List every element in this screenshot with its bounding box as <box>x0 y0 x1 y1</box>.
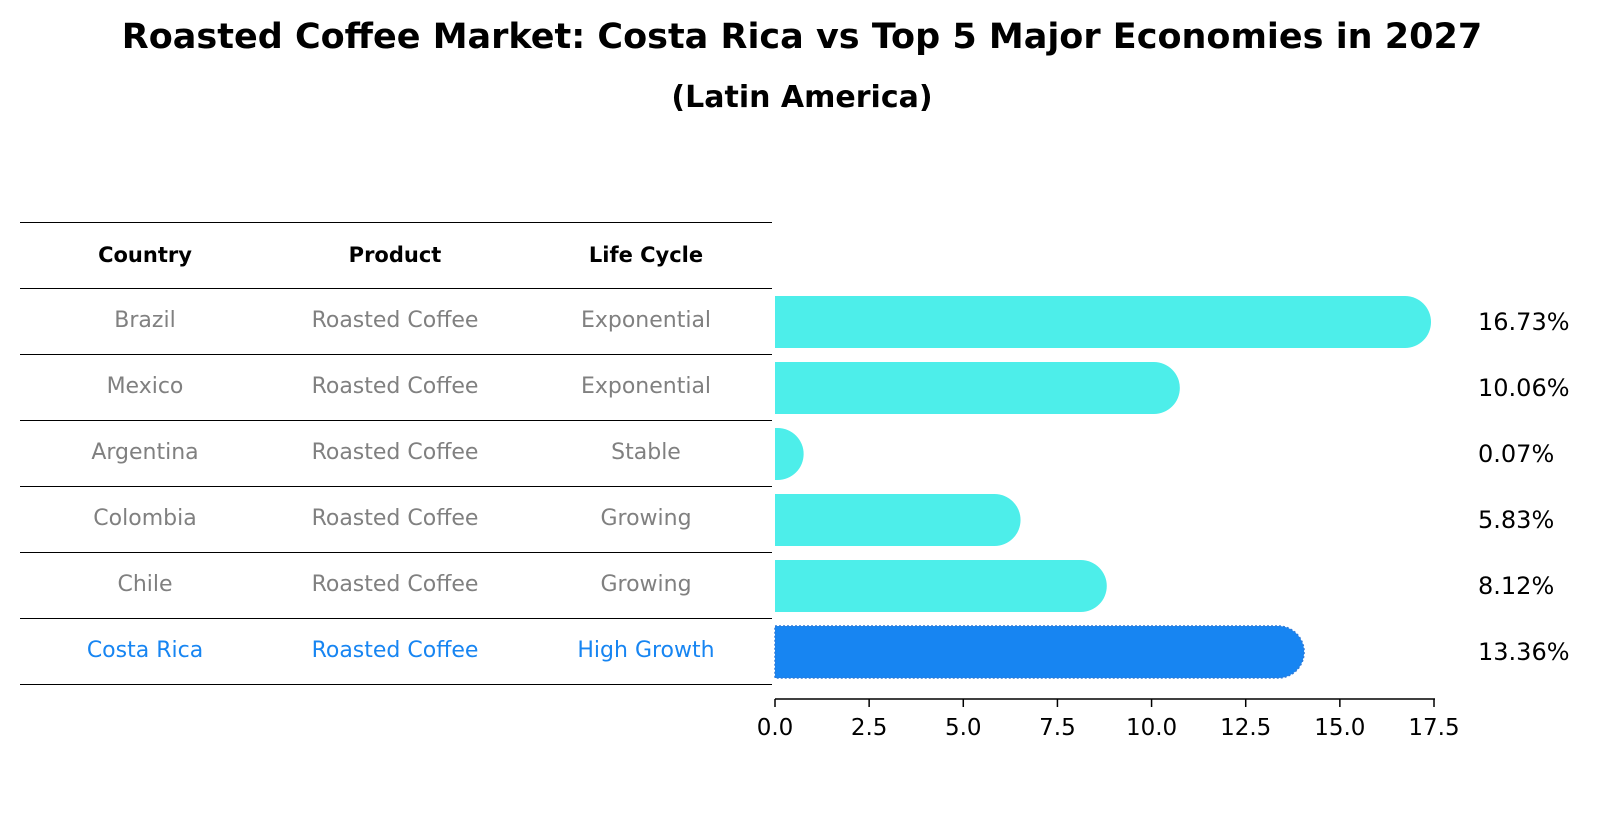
value-label: 10.06% <box>1478 374 1570 402</box>
chart-title: Roasted Coffee Market: Costa Rica vs Top… <box>121 17 1483 57</box>
table-rule <box>20 354 772 355</box>
value-label: 13.36% <box>1478 638 1570 666</box>
header-country: Country <box>98 243 192 267</box>
x-tick-label: 12.5 <box>1220 715 1271 741</box>
bar-chile <box>775 560 1107 612</box>
cell-country: Costa Rica <box>86 638 204 663</box>
cell-life-cycle: Stable <box>611 440 681 465</box>
cell-country: Argentina <box>91 440 199 465</box>
cell-country: Brazil <box>114 308 176 333</box>
x-tick-label: 10.0 <box>1126 715 1177 741</box>
x-tick-label: 2.5 <box>851 715 888 741</box>
table-rule <box>20 618 772 619</box>
table-header-row: Country Product Life Cycle <box>20 222 772 288</box>
cell-product: Roasted Coffee <box>311 308 479 333</box>
cell-life-cycle: High Growth <box>577 638 715 663</box>
x-tick-label: 17.5 <box>1408 715 1459 741</box>
bar-argentina <box>775 428 804 480</box>
table-rule <box>20 420 772 421</box>
value-label: 5.83% <box>1478 506 1554 534</box>
cell-product: Roasted Coffee <box>311 572 479 597</box>
table-rule <box>20 486 772 487</box>
cell-product: Roasted Coffee <box>311 506 479 531</box>
cell-life-cycle: Growing <box>600 572 692 597</box>
x-tick-label: 0.0 <box>757 715 794 741</box>
cell-life-cycle: Exponential <box>580 308 712 333</box>
table-row: Mexico Roasted Coffee Exponential <box>20 354 772 420</box>
header-life-cycle: Life Cycle <box>588 243 704 267</box>
table-row: Argentina Roasted Coffee Stable <box>20 420 772 486</box>
cell-product: Roasted Coffee <box>311 374 479 399</box>
table-row: Colombia Roasted Coffee Growing <box>20 486 772 552</box>
cell-country: Chile <box>117 572 173 597</box>
value-label: 16.73% <box>1478 308 1570 336</box>
value-label: 8.12% <box>1478 572 1554 600</box>
cell-country: Colombia <box>93 506 197 531</box>
x-tick-label: 5.0 <box>945 715 982 741</box>
table-top-rule <box>20 222 772 223</box>
bar-costa-rica <box>774 625 1305 679</box>
table-bottom-rule <box>20 684 772 685</box>
bar-colombia <box>775 494 1021 546</box>
x-tick-label: 7.5 <box>1039 715 1076 741</box>
table-row: Brazil Roasted Coffee Exponential <box>20 288 772 354</box>
chart-subtitle: (Latin America) <box>671 80 933 115</box>
bar-mexico <box>775 362 1180 414</box>
table-rule <box>20 552 772 553</box>
cell-product: Roasted Coffee <box>311 440 479 465</box>
cell-life-cycle: Exponential <box>580 374 712 399</box>
cell-country: Mexico <box>106 374 184 399</box>
table-row-highlight: Costa Rica Roasted Coffee High Growth <box>20 618 772 684</box>
bar-brazil <box>775 296 1432 348</box>
cell-product: Roasted Coffee <box>311 638 479 663</box>
cell-life-cycle: Growing <box>600 506 692 531</box>
table-row: Chile Roasted Coffee Growing <box>20 552 772 618</box>
x-tick-label: 15.0 <box>1314 715 1365 741</box>
table-rule <box>20 288 772 289</box>
header-product: Product <box>348 243 442 267</box>
value-label: 0.07% <box>1478 440 1554 468</box>
